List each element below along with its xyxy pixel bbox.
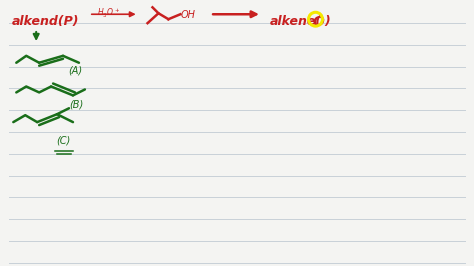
Text: (A): (A) <box>68 66 82 76</box>
Text: OH: OH <box>180 10 195 20</box>
Text: (B): (B) <box>69 99 83 109</box>
Text: O: O <box>312 15 324 29</box>
Text: (C): (C) <box>56 136 70 146</box>
Text: alkend(P): alkend(P) <box>11 15 79 28</box>
Text: ): ) <box>325 15 330 28</box>
Text: $H_3O^+$: $H_3O^+$ <box>97 6 120 19</box>
Text: alkene(: alkene( <box>270 15 322 28</box>
